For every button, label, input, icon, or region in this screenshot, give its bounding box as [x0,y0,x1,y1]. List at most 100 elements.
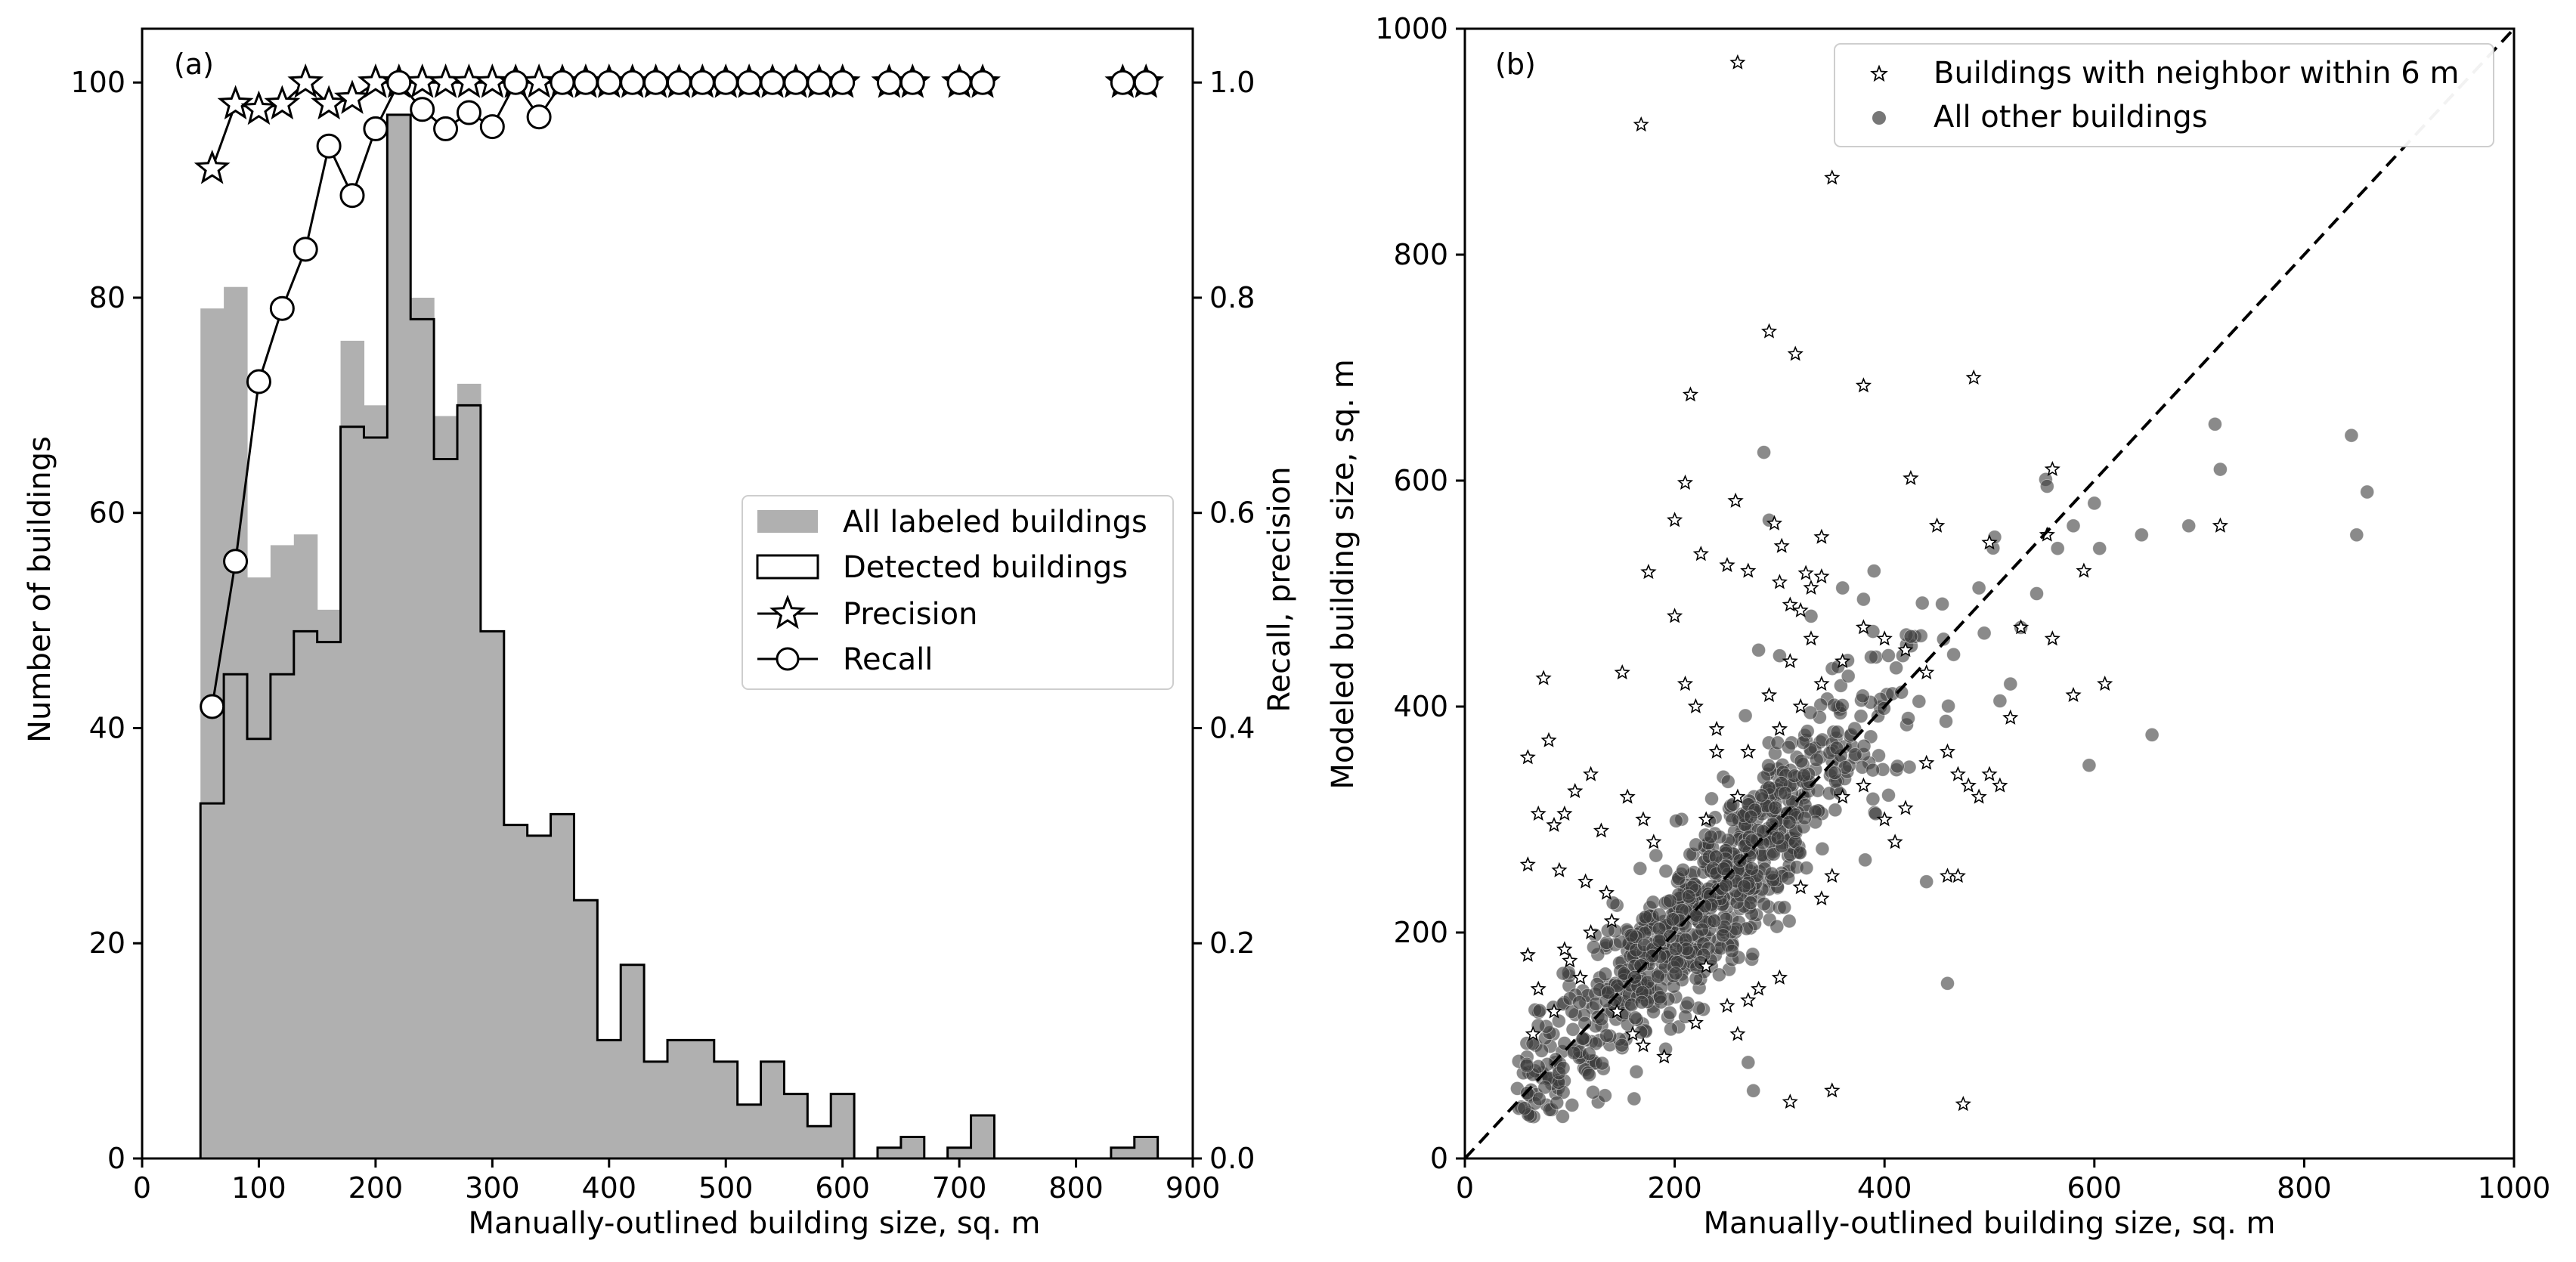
other-building-point [1971,580,1986,595]
labeled-bar [900,1137,925,1158]
neighbor-building-point [1656,1048,1673,1064]
recall-point [713,70,738,95]
other-building-point [1797,768,1812,783]
labeled-bar [667,1040,692,1158]
precision-point [194,149,231,184]
labeled-bar [784,1093,808,1158]
histogram-axes-frame [141,27,1194,1160]
precision-point [217,85,254,120]
other-building-point [1781,871,1796,886]
other-building-point [1940,976,1955,991]
other-building-point [1751,642,1766,657]
labeled-bar [831,1093,855,1158]
neighbor-building-point [1729,54,1746,70]
other-building-point [1856,738,1872,753]
neighbor-building-point [1782,596,1798,612]
other-building-point [1856,592,1871,607]
other-building-point [2344,428,2359,443]
other-building-point [1629,1064,1644,1079]
other-building-point [1770,831,1785,846]
other-building-point [1638,910,1653,924]
neighbor-building-point [1666,608,1683,623]
x-tick-label: 800 [2277,1171,2332,1205]
other-building-point [1777,900,1792,915]
recall-point [643,70,669,95]
other-building-point [1803,705,1818,720]
other-building-point [1903,629,1918,644]
other-building-point [1517,1101,1532,1115]
labeled-bar [550,814,575,1158]
other-building-point [1703,829,1718,844]
right-y-tick-label: 0.8 [1209,281,1255,314]
neighbor-building-point [1519,946,1536,962]
other-building-point [2050,541,2065,556]
other-building-point [1830,725,1845,740]
other-building-point [1847,747,1862,762]
x-tick-label: 600 [2067,1171,2122,1205]
labeled-bar [597,1040,621,1158]
neighbor-building-point [2044,630,2060,646]
neighbor-building-point [1918,754,1935,770]
neighbor-building-point [1897,642,1914,657]
neighbor-building-point [1582,766,1599,781]
neighbor-building-point [1624,1025,1641,1041]
recall-point [456,100,481,125]
recall-point [620,70,646,95]
labeled-bar [1134,1137,1159,1158]
other-building-point [1717,861,1732,876]
right-y-tick-label: 0.2 [1209,926,1255,960]
other-building-point [1865,791,1881,806]
y-tick-label: 400 [1393,690,1448,723]
right-y-tick-label: 1.0 [1209,66,1255,99]
other-building-point [1992,694,2008,708]
other-building-point [1745,947,1760,962]
neighbor-building-point [1677,474,1694,490]
other-building-point [2212,462,2228,477]
labeled-bar [760,1061,785,1158]
neighbor-building-point [1824,169,1841,185]
other-building-point [1828,803,1843,818]
neighbor-building-point [1939,743,1956,759]
neighbor-building-point [1729,1025,1746,1041]
other-building-point [1615,1038,1630,1053]
recall-point [200,694,225,719]
other-building-point [1743,809,1758,824]
precision-point [240,90,277,125]
neighbor-buildings-points [1519,54,2228,1112]
labeled-bar [690,1040,715,1158]
other-building-point [1689,837,1704,852]
neighbor-building-point [1640,564,1657,580]
other-building-point [1634,994,1649,1010]
other-building-point [1555,1109,1570,1124]
other-building-point [1977,626,1992,641]
other-building-point [1556,1061,1571,1075]
other-building-point [1586,940,1601,954]
other-building-point [1649,848,1664,863]
neighbor-building-point [1803,579,1819,595]
other-building-point [1633,861,1648,876]
other-building-point [1894,685,1909,700]
neighbor-building-point [1556,941,1573,957]
other-building-point [1941,698,1956,713]
legend-swatch-gray [757,510,818,533]
recall-point [526,104,552,130]
other-building-point [2030,586,2044,601]
other-building-point [1665,912,1680,926]
other-building-point [1855,688,1870,704]
neighbor-building-point [1876,811,1893,827]
other-building-point [1778,786,1792,800]
recall-point [807,70,832,95]
labeled-bar [387,114,411,1158]
legend-circle-icon [776,647,800,671]
neighbor-building-point [1593,822,1610,838]
other-building-point [1633,958,1649,973]
neighbor-building-point [1939,868,1955,883]
neighbor-building-point [1646,834,1662,849]
other-buildings-points [1510,416,2375,1124]
legend-label-detected: Detected buildings [843,550,1128,585]
other-building-point [1889,660,1904,676]
neighbor-building-point [1761,687,1778,702]
other-building-point [1799,861,1814,875]
other-building-point [1652,990,1667,1004]
other-building-point [1761,758,1776,773]
